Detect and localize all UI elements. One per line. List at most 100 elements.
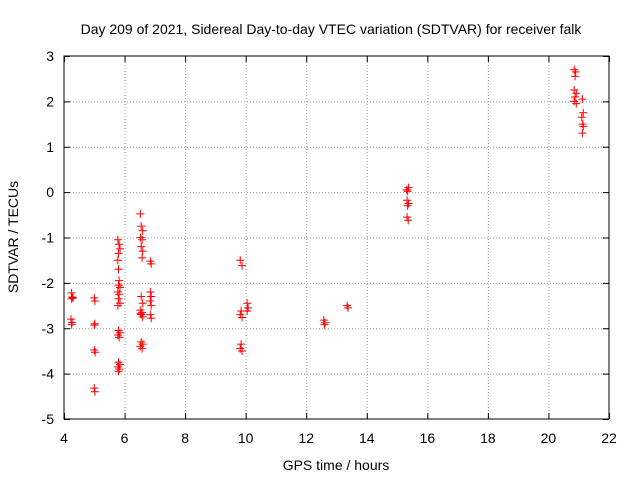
- data-point: [114, 265, 123, 274]
- x-tick-label: 6: [121, 430, 129, 446]
- data-point: [90, 293, 99, 302]
- data-point: [236, 256, 245, 265]
- data-point: [114, 249, 123, 258]
- data-point: [572, 89, 581, 98]
- y-tick-labels: -5 -4 -3 -2 -1 0 1 2 3: [42, 48, 55, 427]
- data-point: [571, 72, 580, 81]
- x-tick-label: 8: [181, 430, 189, 446]
- data-point: [91, 348, 100, 357]
- data-point: [578, 120, 587, 129]
- data-point: [570, 97, 579, 106]
- data-point: [90, 387, 99, 396]
- data-point: [570, 86, 579, 95]
- data-point: [403, 201, 412, 210]
- data-point: [344, 303, 353, 312]
- data-point: [243, 307, 252, 316]
- x-tick-label: 20: [541, 430, 557, 446]
- data-point: [238, 261, 247, 270]
- data-point: [137, 310, 146, 319]
- x-axis-label: GPS time / hours: [283, 457, 390, 473]
- data-point: [577, 113, 586, 122]
- data-point: [147, 301, 156, 310]
- y-tick-label: -4: [42, 366, 55, 382]
- data-point: [238, 346, 247, 355]
- data-point: [243, 299, 252, 308]
- data-point: [579, 108, 588, 117]
- x-tick-labels: 4 6 8 10 12 14 16 18 20 22: [60, 430, 617, 446]
- chart-title: Day 209 of 2021, Sidereal Day-to-day VTE…: [81, 21, 583, 37]
- data-point: [244, 303, 253, 312]
- data-point: [114, 281, 123, 290]
- data-point: [116, 283, 125, 292]
- x-tick-label: 4: [60, 430, 68, 446]
- data-point: [579, 122, 588, 131]
- data-point: [146, 287, 155, 296]
- y-tick-label: 1: [46, 139, 54, 155]
- data-point: [115, 290, 124, 299]
- y-tick-label: 2: [46, 93, 54, 109]
- data-point: [404, 183, 413, 192]
- data-point: [403, 187, 412, 196]
- data-point: [147, 259, 156, 268]
- data-point: [113, 235, 122, 244]
- data-point: [116, 299, 125, 308]
- data-point: [404, 216, 413, 225]
- data-point: [114, 326, 123, 335]
- x-tick-label: 18: [480, 430, 496, 446]
- data-point: [113, 331, 122, 340]
- data-point: [115, 240, 124, 249]
- data-point: [147, 292, 156, 301]
- data-point: [115, 333, 124, 342]
- data-point: [114, 358, 123, 367]
- data-point: [320, 318, 329, 327]
- data-point: [237, 340, 246, 349]
- data-point: [571, 92, 580, 101]
- data-point: [578, 129, 587, 138]
- data-point: [343, 301, 352, 310]
- data-point: [138, 312, 147, 321]
- data-point: [116, 328, 125, 337]
- gridlines: [64, 56, 609, 419]
- x-tick-label: 16: [420, 430, 436, 446]
- x-tick-label: 22: [601, 430, 617, 446]
- data-point: [113, 287, 122, 296]
- data-point: [578, 95, 587, 104]
- data-point: [138, 308, 147, 317]
- y-axis-label: SDTVAR / TECUs: [5, 181, 21, 293]
- data-points: [66, 65, 588, 396]
- y-tick-label: -1: [42, 230, 55, 246]
- data-point: [138, 226, 147, 235]
- data-point: [403, 196, 412, 205]
- data-point: [90, 297, 99, 306]
- y-tick-label: 3: [46, 48, 54, 64]
- x-tick-label: 14: [359, 430, 375, 446]
- data-point: [138, 247, 147, 256]
- data-point: [136, 209, 145, 218]
- data-point: [138, 253, 147, 262]
- data-point: [113, 301, 122, 310]
- data-point: [114, 294, 123, 303]
- y-tick-label: -3: [42, 320, 55, 336]
- data-point: [115, 365, 124, 374]
- data-point: [90, 384, 99, 393]
- data-point: [67, 320, 76, 329]
- y-tick-label: -2: [42, 275, 55, 291]
- data-point: [114, 367, 123, 376]
- data-point: [66, 315, 75, 324]
- data-point: [572, 99, 581, 108]
- plot-frame: [63, 55, 610, 420]
- data-point: [137, 242, 146, 251]
- data-point: [137, 292, 146, 301]
- data-point: [147, 314, 156, 323]
- data-point: [138, 344, 147, 353]
- data-point: [115, 276, 124, 285]
- data-point: [113, 256, 122, 265]
- data-point: [69, 293, 78, 302]
- data-point: [68, 292, 77, 301]
- data-point: [320, 320, 329, 329]
- data-point: [90, 321, 99, 330]
- data-point: [137, 222, 146, 231]
- data-point: [570, 65, 579, 74]
- data-point: [138, 235, 147, 244]
